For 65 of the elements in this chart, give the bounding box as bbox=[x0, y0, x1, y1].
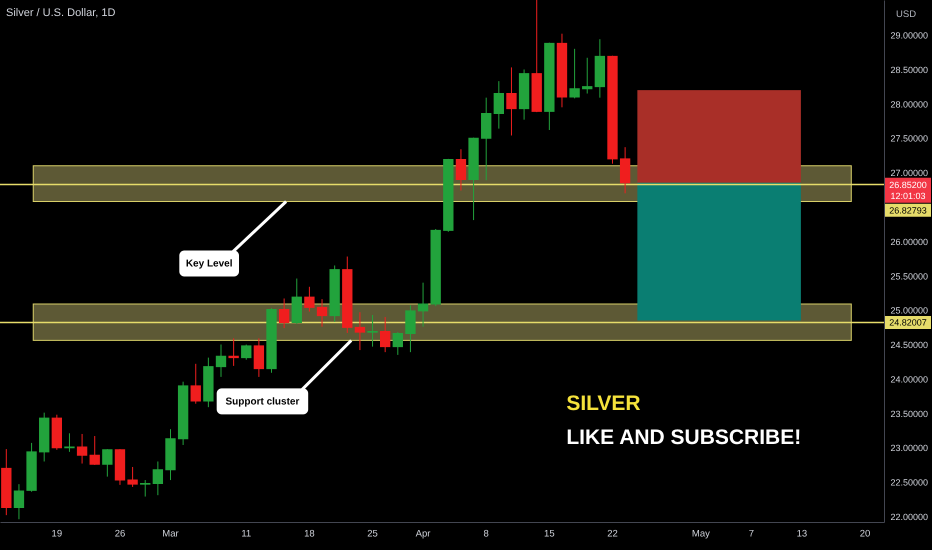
candlestick bbox=[456, 148, 466, 192]
x-tick-label: 13 bbox=[796, 528, 808, 540]
y-tick-label: 22.50000 bbox=[890, 478, 928, 488]
candlestick bbox=[506, 66, 517, 136]
candlestick bbox=[102, 448, 113, 478]
y-tick-label: 28.00000 bbox=[890, 99, 928, 110]
x-tick-label: Apr bbox=[416, 528, 430, 540]
ref-line-label: 26.82793 bbox=[889, 205, 927, 216]
candlestick bbox=[418, 282, 428, 328]
candlestick bbox=[90, 436, 100, 466]
candlestick bbox=[254, 338, 264, 378]
y-tick-label: 23.00000 bbox=[890, 443, 928, 454]
band-label: Key Level bbox=[186, 258, 233, 270]
x-tick-label: 19 bbox=[52, 528, 62, 540]
candlestick bbox=[14, 484, 24, 520]
y-tick-label: 25.50000 bbox=[890, 271, 928, 282]
candlestick bbox=[76, 433, 88, 464]
x-tick-label: 18 bbox=[304, 528, 315, 540]
candlestick bbox=[569, 48, 580, 99]
text: 12:01:03 bbox=[890, 190, 926, 201]
y-tick-label: 24.00000 bbox=[890, 374, 928, 384]
band-label: Support cluster bbox=[225, 396, 300, 408]
candlestick bbox=[140, 480, 150, 498]
x-tick-label: Mar bbox=[162, 528, 179, 540]
candlestick bbox=[64, 432, 75, 452]
y-tick-label: 28.50000 bbox=[890, 64, 928, 75]
x-tick-label: May bbox=[692, 528, 710, 540]
candlestick bbox=[127, 466, 138, 488]
y-axis-title: USD bbox=[896, 9, 916, 20]
candlestick bbox=[354, 312, 366, 351]
y-tick-label: 25.00000 bbox=[890, 306, 928, 316]
candlestick bbox=[620, 146, 630, 194]
candlestick bbox=[392, 332, 403, 356]
candlestick bbox=[316, 298, 328, 328]
y-tick-label: 23.50000 bbox=[890, 408, 928, 419]
y-tick-label: 24.50000 bbox=[890, 340, 928, 350]
x-tick-label: 8 bbox=[484, 528, 489, 540]
candlestick bbox=[241, 344, 252, 360]
x-tick-label: 26 bbox=[114, 528, 126, 540]
text: 26.85200 bbox=[889, 180, 927, 190]
candlestick bbox=[304, 286, 315, 312]
candlestick bbox=[367, 314, 378, 348]
x-tick-label: 7 bbox=[748, 528, 754, 540]
text: Silver / U.S. Dollar, 1D bbox=[6, 7, 116, 19]
y-tick-label: 22.00000 bbox=[890, 512, 928, 522]
y-tick-label: 27.00000 bbox=[890, 168, 928, 178]
candlestick bbox=[190, 363, 201, 404]
y-tick-label: 29.00000 bbox=[890, 30, 928, 41]
ref-line-label: 24.82007 bbox=[889, 318, 927, 328]
candlestick bbox=[380, 316, 390, 353]
annotation: LIKE AND SUBSCRIBE! bbox=[566, 426, 802, 449]
x-tick-label: 25 bbox=[367, 528, 378, 540]
candlestick bbox=[582, 57, 592, 94]
y-tick-label: 26.00000 bbox=[890, 236, 928, 247]
candlestick bbox=[216, 344, 226, 378]
x-tick-label: 22 bbox=[607, 528, 618, 540]
x-tick-label: 15 bbox=[544, 528, 555, 540]
y-tick-label: 27.50000 bbox=[890, 134, 928, 144]
candlestick bbox=[494, 80, 504, 130]
candlestick bbox=[278, 298, 290, 329]
x-tick-label: 11 bbox=[241, 528, 252, 540]
candlestick bbox=[405, 304, 416, 353]
x-tick-label: 20 bbox=[860, 528, 870, 540]
annotation: SILVER bbox=[566, 392, 641, 415]
candlestick bbox=[152, 460, 164, 496]
